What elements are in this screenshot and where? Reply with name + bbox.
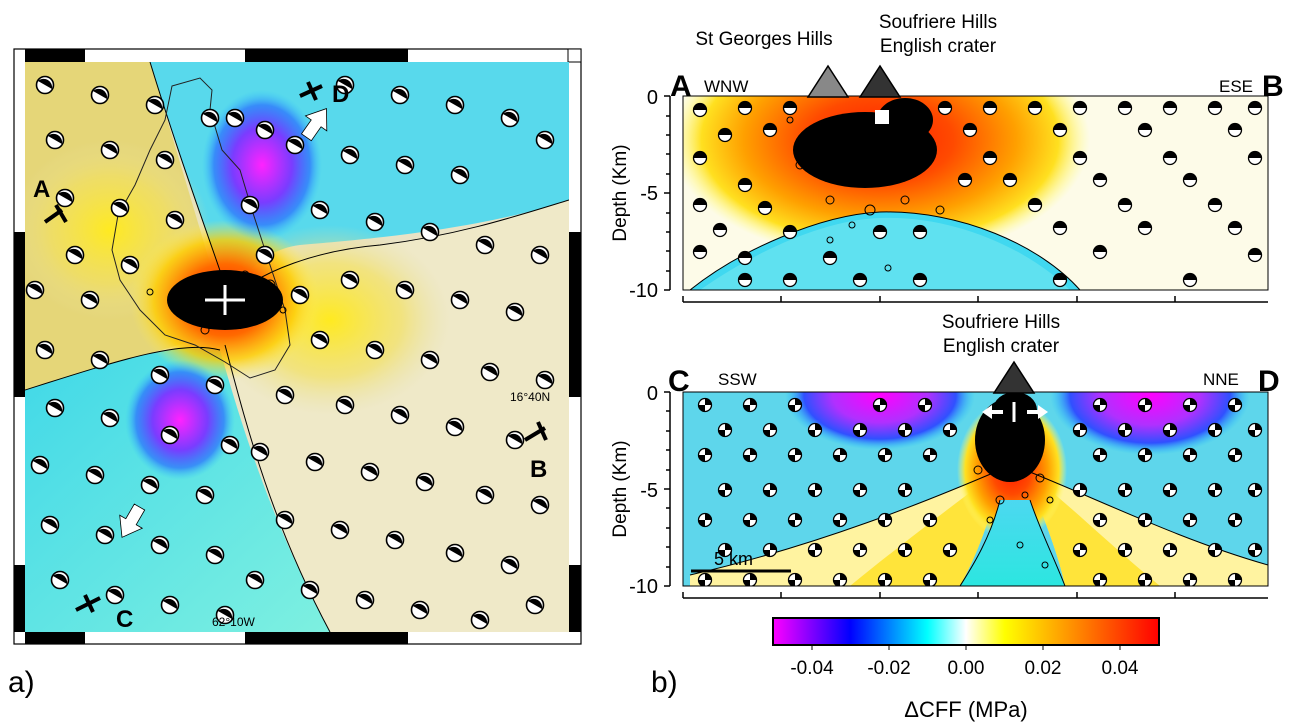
ytick-ab-0: 0 — [647, 87, 658, 109]
profile-label-a: A — [33, 176, 50, 203]
section-end-letter-ab: B — [1262, 70, 1284, 103]
colorbar-tick-1: -0.04 — [790, 658, 834, 679]
volcano-right-label-1: Soufriere Hills — [879, 12, 997, 33]
volcano-right-label-2: English crater — [880, 36, 997, 57]
section-start-letter-cd: C — [668, 365, 690, 398]
colorbar-tick-3: 0.00 — [948, 658, 985, 679]
ylabel-ab: Depth (Km) — [610, 144, 631, 241]
longitude-label: 62°10W — [212, 615, 255, 629]
ytick-cd-5: -5 — [640, 480, 658, 502]
colorbar-ticks — [811, 645, 1121, 650]
x-axis-ab — [682, 296, 1268, 303]
ytick-ab-5: -5 — [640, 183, 658, 205]
map-frame-ticks — [14, 48, 582, 644]
latitude-label: 16°40N — [510, 390, 550, 404]
colorbar-tick-5: 0.04 — [1102, 658, 1139, 679]
cross-section-ab: 0 -5 -10 Depth (Km) St Georges Hills Sou… — [610, 12, 1284, 303]
y-axis-ab — [664, 95, 671, 291]
seismicity-cd — [973, 392, 1054, 569]
ytick-cd-10: -10 — [629, 576, 658, 598]
cross-section-cd: 0 -5 -10 Depth (Km) Soufriere Hills Engl… — [610, 312, 1280, 599]
profile-label-d: D — [332, 81, 349, 108]
scale-bar-label: 5 km — [714, 549, 753, 569]
earthquake-cluster-map — [146, 270, 287, 335]
volcano-soufriere-icon — [858, 64, 902, 98]
extension-arrow-north — [300, 108, 328, 142]
x-axis-cd — [682, 592, 1268, 599]
panel-a-label: a) — [8, 666, 35, 699]
colorbar-label: ΔCFF (MPa) — [904, 697, 1027, 722]
section-start-dir-ab: WNW — [704, 77, 748, 96]
section-end-letter-cd: D — [1258, 365, 1280, 398]
y-axis-cd — [664, 391, 671, 587]
volcano-cd-label-2: English crater — [943, 336, 1060, 357]
section-start-letter-ab: A — [670, 70, 692, 103]
profile-label-c: C — [116, 606, 133, 633]
volcano-left-label: St Georges Hills — [695, 29, 832, 50]
map-panel: A B C D 16°40N 62°10W a) — [8, 48, 582, 699]
section-end-dir-ab: ESE — [1219, 77, 1253, 96]
colorbar: -0.04 -0.02 0.00 0.02 0.04 ΔCFF (MPa) — [772, 617, 1160, 722]
colorbar-tick-2: -0.02 — [867, 658, 910, 679]
seismicity-ab — [786, 98, 945, 272]
colorbar-tick-4: 0.02 — [1025, 658, 1062, 679]
volcano-soufriere-cd-icon — [992, 360, 1036, 394]
profile-label-b: B — [530, 456, 547, 483]
volcano-cd-label-1: Soufriere Hills — [942, 312, 1060, 333]
colorbar-gradient — [772, 617, 1160, 646]
section-start-dir-cd: SSW — [718, 370, 757, 389]
extension-arrow-south — [119, 503, 146, 538]
profile-markers — [43, 81, 548, 613]
section-end-dir-cd: NNE — [1203, 370, 1239, 389]
ylabel-cd: Depth (Km) — [610, 440, 631, 537]
volcano-st-georges-icon — [806, 64, 850, 98]
ytick-cd-0: 0 — [647, 383, 658, 405]
ytick-ab-10: -10 — [629, 280, 658, 302]
panel-b-label: b) — [651, 666, 678, 699]
